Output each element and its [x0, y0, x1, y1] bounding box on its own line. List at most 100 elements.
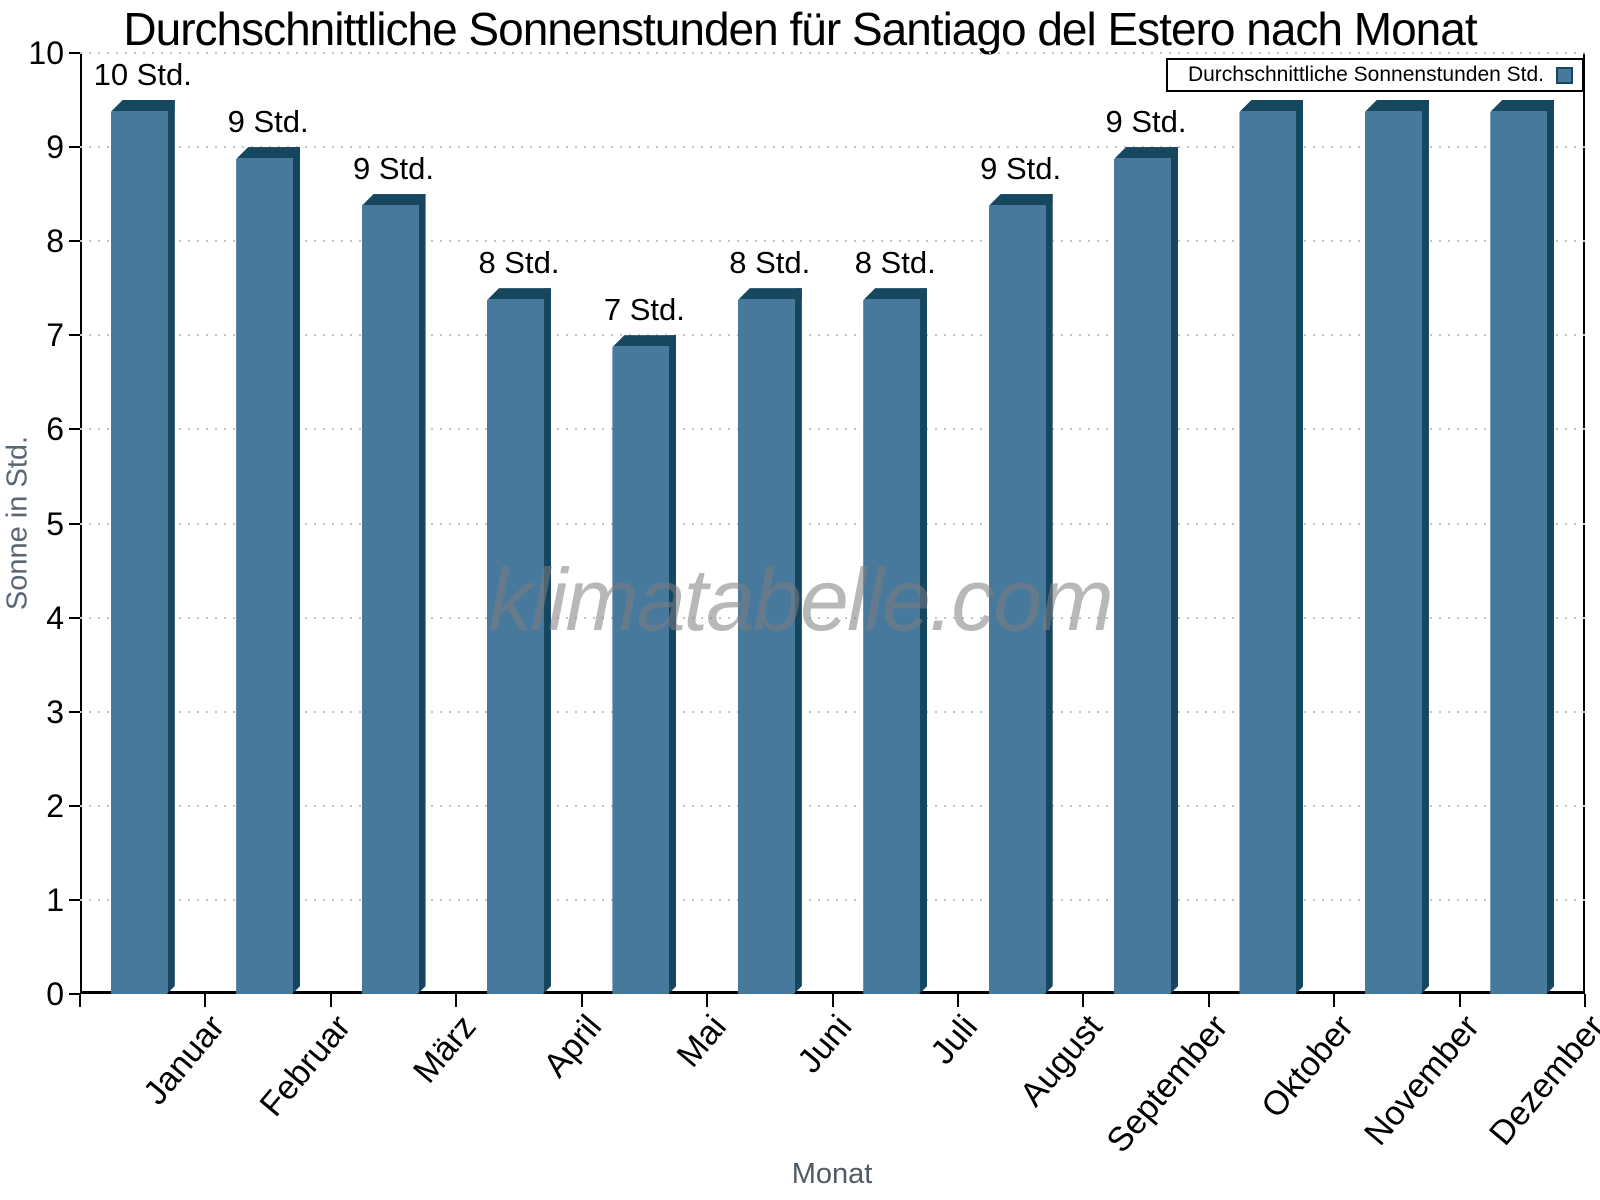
- y-tick-label: 6: [46, 411, 64, 448]
- bar-right-band: [795, 288, 802, 994]
- bar-right-band: [669, 335, 676, 994]
- bar-right-band: [1422, 100, 1429, 994]
- x-axis-tick: [204, 994, 207, 1007]
- gridline: [80, 522, 1585, 525]
- bar: [612, 335, 676, 994]
- bar-right-band: [1547, 100, 1554, 994]
- x-axis-tick: [1082, 994, 1085, 1007]
- bar: [1239, 100, 1303, 994]
- bar-top-band: [236, 147, 300, 158]
- bar-value-label: 9 Std.: [353, 151, 435, 187]
- bar-top-band: [111, 100, 175, 111]
- bar-shape: [863, 288, 927, 994]
- bar-right-band: [1296, 100, 1303, 994]
- bar-shape: [612, 335, 676, 994]
- y-axis-tick: [69, 240, 80, 243]
- y-tick-label: 5: [46, 505, 64, 542]
- bar: [989, 194, 1053, 994]
- x-category-label-text: Februar: [252, 1008, 358, 1124]
- y-tick-label: 9: [46, 129, 64, 166]
- gridline: [80, 428, 1585, 431]
- bar-shape: [111, 100, 175, 994]
- x-axis-tick: [79, 994, 81, 1007]
- bar-right-band: [168, 100, 175, 994]
- y-axis-tick: [69, 710, 80, 713]
- bar-value-label: 8 Std.: [854, 245, 936, 281]
- legend-swatch-icon: [1556, 66, 1573, 84]
- bar-value-label: 8 Std.: [729, 245, 811, 281]
- bar: [738, 288, 802, 994]
- x-category-label-text: November: [1356, 1008, 1487, 1153]
- y-axis-tick: [69, 146, 80, 149]
- bar-value-label: 8 Std.: [478, 245, 560, 281]
- gridline: [80, 334, 1585, 337]
- x-axis-tick: [706, 994, 709, 1007]
- bar: [111, 100, 175, 994]
- x-axis-tick: [831, 994, 834, 1007]
- bar-right-band: [544, 288, 551, 994]
- bar-value-label: 9 Std.: [980, 151, 1062, 187]
- x-category-label-text: Dezember: [1482, 1008, 1600, 1153]
- bar-shape: [1365, 100, 1429, 994]
- x-category-label-text: August: [1013, 1008, 1111, 1114]
- bar: [487, 288, 551, 994]
- gridline: [80, 804, 1585, 807]
- x-category-label-text: September: [1099, 1008, 1236, 1160]
- bar-top-band: [989, 194, 1053, 205]
- gridline: [80, 616, 1585, 619]
- y-tick-label: 10: [28, 35, 64, 71]
- bar-shape: [1114, 147, 1178, 994]
- bar-top-band: [1114, 147, 1178, 158]
- gridline: [80, 146, 1585, 149]
- bar-right-band: [293, 147, 300, 994]
- x-category-label-text: Juni: [790, 1008, 860, 1081]
- bar-shape: [738, 288, 802, 994]
- bar-shape: [362, 194, 426, 994]
- bar-top-band: [1490, 100, 1554, 111]
- x-axis-label: Monat: [791, 1158, 873, 1190]
- x-axis-tick: [580, 994, 583, 1007]
- y-axis-label: Sonne in Std.: [1, 435, 34, 611]
- bar-top-band: [487, 288, 551, 299]
- x-axis-tick: [455, 994, 458, 1007]
- bar-right-band: [1046, 194, 1053, 994]
- y-axis-tick: [69, 804, 80, 807]
- y-axis-tick: [69, 898, 80, 901]
- x-axis-tick: [1207, 994, 1210, 1007]
- y-axis-tick: [69, 522, 80, 525]
- y-tick-label: 3: [46, 693, 64, 730]
- x-category-label-text: Juli: [923, 1008, 986, 1072]
- bar: [362, 194, 426, 994]
- bar: [1114, 147, 1178, 994]
- bar-top-band: [1365, 100, 1429, 111]
- bar-shape: [1490, 100, 1554, 994]
- bar-top-band: [1239, 100, 1303, 111]
- legend-label: Durchschnittliche Sonnenstunden Std.: [1187, 63, 1544, 86]
- gridline: [80, 898, 1585, 901]
- bar-right-band: [1171, 147, 1178, 994]
- bar-top-band: [863, 288, 927, 299]
- bar-value-label: 10 Std.: [93, 57, 192, 93]
- bar-value-label: 7 Std.: [603, 292, 685, 328]
- y-tick-label: 1: [46, 881, 64, 918]
- bar: [236, 147, 300, 994]
- bar: [1365, 100, 1429, 994]
- x-category-label-text: Januar: [136, 1008, 233, 1113]
- watermark: klimatabelle.com: [488, 550, 1113, 649]
- x-axis-tick: [1458, 994, 1461, 1007]
- x-axis-tick: [1333, 994, 1336, 1007]
- y-axis-tick: [69, 616, 80, 619]
- bar-shape: [236, 147, 300, 994]
- y-axis-tick: [69, 52, 80, 54]
- chart-title: Durchschnittliche Sonnenstunden für Sant…: [123, 3, 1477, 55]
- gridline: [80, 710, 1585, 713]
- x-axis-tick: [956, 994, 959, 1007]
- bar-value-label: 9 Std.: [1105, 104, 1187, 140]
- y-tick-label: 7: [46, 317, 64, 354]
- y-tick-label: 4: [46, 599, 64, 636]
- bar-right-band: [920, 288, 927, 994]
- x-category-label-text: Mai: [669, 1008, 735, 1075]
- bar-top-band: [362, 194, 426, 205]
- y-axis-tick: [69, 334, 80, 337]
